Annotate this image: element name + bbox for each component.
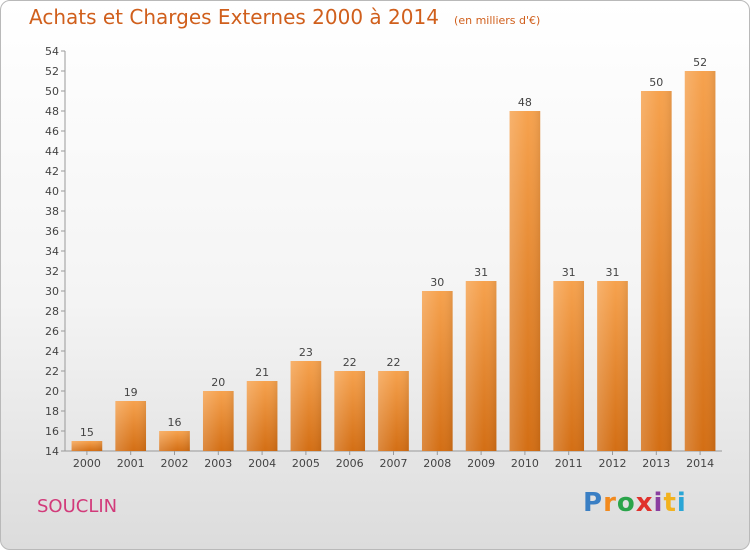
y-tick-label: 26 [45, 325, 59, 338]
bar-shine [246, 381, 278, 451]
bar-shine [202, 391, 234, 451]
y-tick-label: 18 [45, 405, 59, 418]
x-tick-label: 2008 [423, 457, 451, 470]
chart-bars [71, 71, 716, 451]
bar-shine [71, 441, 103, 451]
y-tick-label: 20 [45, 385, 59, 398]
y-tick-label: 14 [45, 445, 59, 458]
logo-letter: i [676, 488, 687, 518]
data-label: 23 [299, 346, 313, 359]
y-tick-label: 46 [45, 125, 59, 138]
proxiti-logo: Proxiti [583, 488, 687, 518]
data-label: 21 [255, 366, 269, 379]
x-tick-label: 2003 [204, 457, 232, 470]
logo-letter: r [603, 488, 617, 518]
chart-axes: 14 16 18 20 22 24 26 28 30 32 34 36 38 40 42 44 46 48 50 52… [45, 45, 722, 470]
y-tick-label: 28 [45, 305, 59, 318]
data-label: 16 [168, 416, 182, 429]
bar-shine [115, 401, 147, 451]
bar-shine [290, 361, 322, 451]
bar-shine [465, 281, 497, 451]
x-tick-label: 2012 [599, 457, 627, 470]
data-label: 22 [387, 356, 401, 369]
data-label: 50 [649, 76, 663, 89]
data-label: 31 [474, 266, 488, 279]
data-label: 31 [606, 266, 620, 279]
bar-shine [378, 371, 409, 451]
chart-unit: (en milliers d'€) [454, 14, 541, 27]
logo-letter: i [653, 488, 664, 518]
bar-shine [684, 71, 716, 451]
data-label: 22 [343, 356, 357, 369]
logo-letter: x [635, 488, 654, 518]
data-label: 15 [80, 426, 94, 439]
x-tick-label: 2000 [73, 457, 101, 470]
x-tick-label: 2014 [686, 457, 714, 470]
bar-shine [334, 371, 366, 451]
commune-name: SOUCLIN [37, 496, 118, 517]
x-tick-label: 2009 [467, 457, 495, 470]
y-tick-label: 30 [45, 285, 59, 298]
data-label: 31 [562, 266, 576, 279]
y-tick-label: 16 [45, 425, 59, 438]
chart-header: Achats et Charges Externes 2000 à 2014 (… [29, 5, 540, 29]
bar-shine [640, 91, 672, 451]
data-label: 48 [518, 96, 532, 109]
x-tick-label: 2002 [161, 457, 189, 470]
data-label: 20 [211, 376, 225, 389]
logo-letter: P [583, 488, 604, 518]
bar-shine [597, 281, 628, 451]
y-tick-label: 36 [45, 225, 59, 238]
y-tick-label: 42 [45, 165, 59, 178]
x-tick-label: 2011 [555, 457, 583, 470]
data-label: 30 [430, 276, 444, 289]
y-tick-label: 48 [45, 105, 59, 118]
data-label: 52 [693, 56, 707, 69]
x-tick-label: 2010 [511, 457, 539, 470]
y-tick-label: 52 [45, 65, 59, 78]
logo-letter: t [663, 488, 677, 518]
bar-shine [553, 281, 585, 451]
x-tick-label: 2004 [248, 457, 276, 470]
chart-title: Achats et Charges Externes 2000 à 2014 [29, 5, 439, 29]
data-label: 19 [124, 386, 138, 399]
x-tick-label: 2006 [336, 457, 364, 470]
y-tick-label: 40 [45, 185, 59, 198]
x-tick-label: 2007 [380, 457, 408, 470]
chart-data-labels: 15 19 16 20 21 23 22 22 30 31 48 31 31 50 52 [80, 56, 707, 439]
x-tick-label: 2013 [642, 457, 670, 470]
logo-letter: o [616, 488, 636, 518]
bar-shine [159, 431, 190, 451]
y-tick-label: 32 [45, 265, 59, 278]
bar-shine [509, 111, 541, 451]
y-tick-label: 22 [45, 365, 59, 378]
y-tick-label: 54 [45, 45, 59, 58]
y-tick-label: 44 [45, 145, 59, 158]
x-tick-label: 2005 [292, 457, 320, 470]
x-tick-label: 2001 [117, 457, 145, 470]
y-tick-label: 24 [45, 345, 59, 358]
y-tick-label: 34 [45, 245, 59, 258]
bar-shine [421, 291, 453, 451]
y-tick-label: 50 [45, 85, 59, 98]
y-tick-label: 38 [45, 205, 59, 218]
